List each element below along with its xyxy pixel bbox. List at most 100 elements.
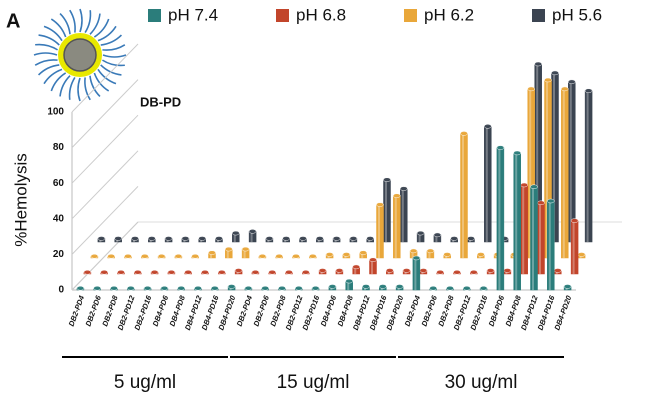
bar-cap bbox=[208, 250, 216, 255]
bar-cap bbox=[251, 269, 260, 275]
bar-cap bbox=[513, 150, 521, 156]
bar-cap bbox=[167, 269, 176, 275]
grid-line bbox=[71, 43, 139, 113]
bar-cap bbox=[309, 253, 317, 259]
bar-cap bbox=[143, 285, 152, 291]
bar-cap bbox=[352, 264, 360, 270]
bar-cap bbox=[278, 285, 286, 291]
bar-cap bbox=[568, 79, 576, 85]
bar-cap bbox=[453, 269, 461, 275]
bar-cap bbox=[227, 284, 236, 289]
legend-label: pH 6.8 bbox=[296, 5, 346, 24]
bar-shine bbox=[529, 88, 532, 259]
bar-cap bbox=[345, 278, 353, 284]
icon-chain bbox=[89, 75, 101, 98]
bar-cap bbox=[584, 88, 593, 93]
bar-shine bbox=[428, 250, 431, 258]
icon-chain bbox=[77, 77, 81, 102]
bar-shine bbox=[536, 64, 539, 242]
bar-cap bbox=[311, 285, 320, 291]
bar-cap bbox=[110, 285, 118, 291]
bar-cap bbox=[477, 252, 485, 257]
icon-chain bbox=[59, 75, 71, 97]
icon-chain bbox=[97, 68, 117, 85]
icon-chain bbox=[59, 12, 71, 35]
icon-chain bbox=[100, 34, 123, 46]
bar-shine bbox=[414, 257, 417, 290]
icon-chain bbox=[84, 77, 91, 101]
grid-line bbox=[71, 186, 139, 255]
icon-chain bbox=[37, 64, 60, 76]
bar-cap bbox=[174, 253, 183, 259]
bar-cap bbox=[547, 198, 555, 204]
bar-cap bbox=[234, 268, 243, 273]
bar-cap bbox=[486, 268, 495, 273]
legend-label: pH 6.2 bbox=[424, 5, 474, 24]
bar-cap bbox=[376, 202, 384, 207]
bar-shine bbox=[485, 126, 488, 242]
bar-cap bbox=[318, 268, 327, 273]
bar-cap bbox=[386, 268, 394, 273]
icon-chain bbox=[102, 54, 127, 58]
bar-cap bbox=[292, 253, 300, 259]
bar-shine bbox=[562, 88, 565, 259]
bar-shine bbox=[553, 72, 555, 243]
bar-cap bbox=[479, 285, 488, 291]
bar-cap bbox=[561, 86, 569, 92]
bar-cap bbox=[503, 268, 512, 273]
bar-cap bbox=[93, 285, 101, 291]
bar-cap bbox=[470, 269, 478, 275]
bar-shine bbox=[546, 80, 548, 258]
grid-line bbox=[71, 221, 139, 291]
icon-chain bbox=[97, 25, 117, 42]
bar-shine bbox=[572, 220, 575, 274]
bar-cap bbox=[366, 236, 374, 241]
bar-cap bbox=[527, 86, 535, 92]
bar-cap bbox=[429, 285, 437, 291]
bar-shine bbox=[539, 202, 541, 274]
bar-cap bbox=[258, 253, 267, 259]
bar-cap bbox=[244, 285, 253, 291]
bar-cap bbox=[342, 252, 351, 257]
bar-cap bbox=[97, 236, 106, 241]
bar-cap bbox=[409, 248, 418, 254]
bar-cap bbox=[335, 268, 344, 273]
y-tick-label: 0 bbox=[58, 285, 64, 296]
bar-cap bbox=[181, 236, 190, 241]
bar-cap bbox=[148, 236, 156, 241]
bar-cap bbox=[218, 269, 226, 275]
bar-cap bbox=[379, 284, 387, 289]
bar-shine bbox=[569, 81, 572, 242]
bar-shine bbox=[378, 204, 380, 258]
y-tick-label: 100 bbox=[47, 107, 64, 118]
bar-cap bbox=[395, 284, 404, 289]
bar-cap bbox=[496, 145, 505, 150]
bar-shine bbox=[411, 250, 414, 258]
bar-cap bbox=[443, 252, 451, 257]
bar-cap bbox=[191, 253, 199, 259]
bar-cap bbox=[76, 285, 85, 291]
bar-shine bbox=[371, 259, 373, 274]
bar-cap bbox=[467, 236, 475, 241]
grid-line bbox=[71, 114, 139, 184]
bar-cap bbox=[484, 124, 492, 129]
bar-cap bbox=[328, 284, 337, 289]
bar-shine bbox=[210, 252, 212, 258]
y-axis-label: %Hemolysis bbox=[11, 153, 30, 247]
bar-cap bbox=[100, 269, 108, 275]
bar-cap bbox=[275, 253, 283, 259]
icon-chain bbox=[69, 9, 76, 33]
group-label: 30 ug/ml bbox=[445, 372, 518, 393]
bar-shine bbox=[385, 179, 387, 242]
bar-cap bbox=[141, 253, 149, 259]
bar-cap bbox=[383, 177, 391, 182]
bar-cap bbox=[225, 246, 233, 252]
bar-cap bbox=[282, 236, 290, 241]
bar-cap bbox=[393, 193, 401, 198]
bar-cap bbox=[211, 285, 219, 291]
bar-cap bbox=[248, 229, 257, 234]
bar-shine bbox=[250, 231, 253, 242]
icon-chain bbox=[35, 43, 59, 51]
bar-cap bbox=[419, 268, 428, 273]
y-tick-label: 60 bbox=[53, 178, 65, 189]
